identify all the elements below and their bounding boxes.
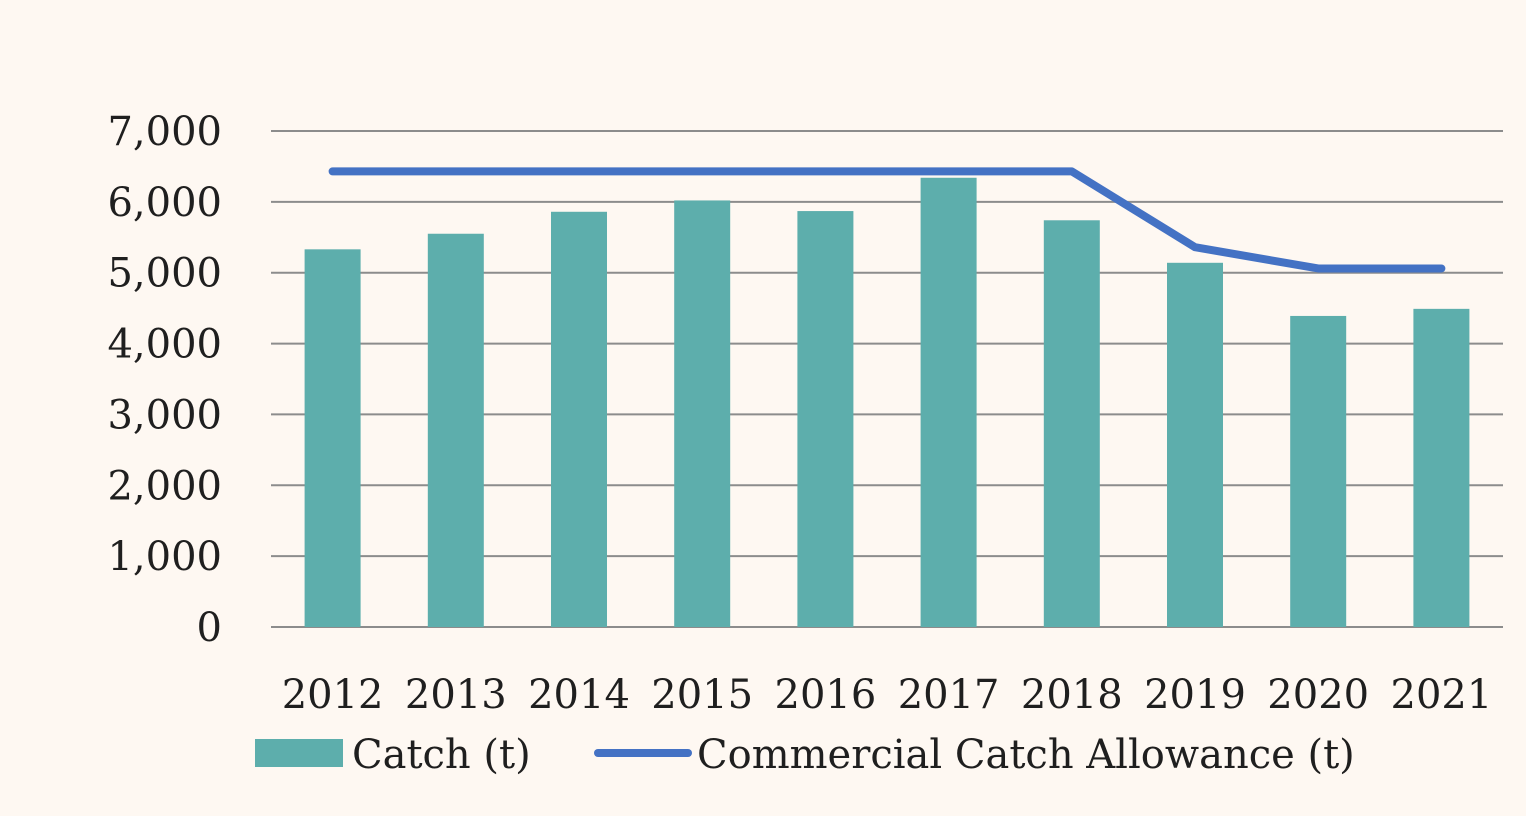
y-tick-label: 2,000 [107, 463, 222, 509]
legend-label-commercial-catch-allowance: Commercial Catch Allowance (t) [697, 732, 1355, 778]
bar-catch-2021 [1413, 309, 1469, 627]
line-commercial-catch-allowance [333, 171, 1442, 268]
bars-catch [305, 178, 1470, 627]
bar-catch-2013 [428, 234, 484, 627]
x-axis-ticks: 2012 2013 2014 2015 2016 2017 2018 2019 2020 2021 [282, 672, 1493, 718]
x-tick-label: 2020 [1267, 672, 1369, 718]
x-tick-label: 2014 [528, 672, 630, 718]
x-tick-label: 2017 [898, 672, 1000, 718]
x-tick-label: 2013 [405, 672, 507, 718]
y-tick-label: 4,000 [107, 322, 222, 368]
legend-label-catch: Catch (t) [352, 732, 531, 778]
y-axis-ticks: 0 1,000 2,000 3,000 4,000 5,000 6,000 7,000 [107, 109, 222, 651]
y-tick-label: 6,000 [107, 180, 222, 226]
y-tick-label: 1,000 [107, 534, 222, 580]
legend: Catch (t) Commercial Catch Allowance (t) [255, 732, 1355, 778]
bar-catch-2019 [1167, 263, 1223, 627]
x-tick-label: 2016 [775, 672, 877, 718]
line-series-commercial-catch-allowance [333, 171, 1442, 268]
y-tick-label: 0 [197, 605, 222, 651]
bar-catch-2018 [1044, 220, 1100, 627]
x-tick-label: 2018 [1021, 672, 1123, 718]
bar-catch-2014 [551, 212, 607, 627]
bar-catch-2016 [797, 211, 853, 627]
x-tick-label: 2021 [1391, 672, 1493, 718]
y-tick-label: 7,000 [107, 109, 222, 155]
bar-catch-2012 [305, 249, 361, 627]
x-tick-label: 2015 [651, 672, 753, 718]
bar-catch-2017 [921, 178, 977, 627]
x-tick-label: 2019 [1144, 672, 1246, 718]
y-tick-label: 3,000 [107, 392, 222, 438]
legend-swatch-catch [255, 739, 343, 767]
y-tick-label: 5,000 [107, 251, 222, 297]
bar-catch-2020 [1290, 316, 1346, 627]
x-tick-label: 2012 [282, 672, 384, 718]
bar-catch-2015 [674, 200, 730, 627]
